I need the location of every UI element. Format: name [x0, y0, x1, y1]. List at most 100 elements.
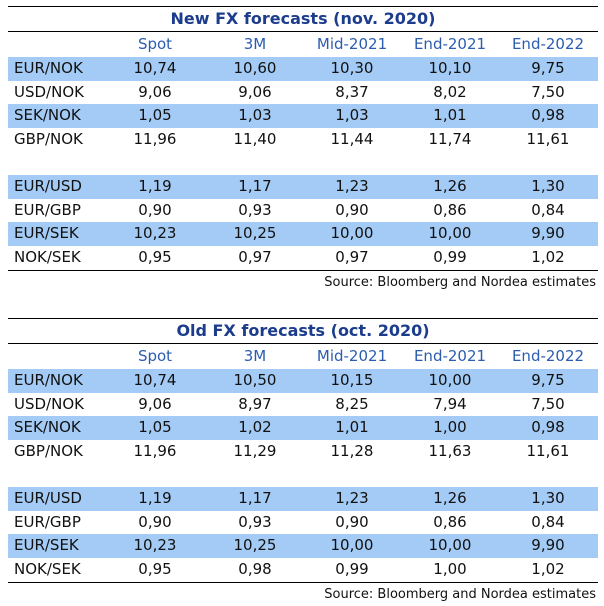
- row-shade: [8, 416, 598, 440]
- value-cell: 7,50: [531, 82, 565, 101]
- value-cell: 1,30: [531, 489, 565, 507]
- value-cell: 11,29: [233, 441, 277, 460]
- column-header: End-2021: [413, 347, 487, 365]
- row-shade: [8, 487, 598, 511]
- value-cell: 9,06: [238, 82, 272, 101]
- rule: [8, 318, 598, 319]
- column-header: Spot: [137, 35, 173, 53]
- row-label: SEK/NOK: [14, 418, 81, 437]
- value-cell: 0,99: [433, 247, 467, 266]
- column-header: End-2021: [413, 35, 487, 53]
- value-cell: 10,74: [133, 371, 177, 389]
- row-label: EUR/USD: [14, 177, 82, 195]
- value-cell: 0,84: [531, 512, 565, 531]
- value-cell: 1,05: [138, 106, 172, 125]
- row-label: EUR/NOK: [14, 59, 83, 77]
- value-cell: 1,19: [138, 177, 172, 195]
- value-cell: 0,98: [238, 559, 272, 578]
- value-cell: 10,00: [428, 536, 472, 555]
- table-title: New FX forecasts (nov. 2020): [170, 9, 436, 28]
- value-cell: 10,23: [133, 536, 177, 555]
- value-cell: 10,50: [233, 371, 277, 389]
- value-cell: 11,96: [133, 441, 177, 460]
- value-cell: 0,98: [531, 418, 565, 437]
- value-cell: 1,26: [433, 177, 467, 195]
- value-cell: 1,17: [238, 489, 272, 507]
- rule: [8, 31, 598, 32]
- value-cell: 1,30: [531, 177, 565, 195]
- value-cell: 10,00: [428, 371, 472, 389]
- value-cell: 8,25: [335, 394, 369, 413]
- value-cell: 1,02: [238, 418, 272, 437]
- row-label: EUR/SEK: [14, 536, 79, 555]
- value-cell: 0,93: [238, 200, 272, 219]
- value-cell: 10,74: [133, 59, 177, 77]
- value-cell: 1,02: [531, 559, 565, 578]
- value-cell: 9,06: [138, 394, 172, 413]
- row-shade: [8, 104, 598, 128]
- value-cell: 1,26: [433, 489, 467, 507]
- value-cell: 11,40: [233, 129, 277, 148]
- value-cell: 8,37: [335, 82, 369, 101]
- row-label: USD/NOK: [14, 82, 84, 101]
- value-cell: 11,61: [526, 129, 570, 148]
- column-header: 3M: [243, 347, 267, 365]
- value-cell: 11,96: [133, 129, 177, 148]
- value-cell: 0,90: [335, 512, 369, 531]
- value-cell: 0,90: [138, 512, 172, 531]
- value-cell: 9,75: [531, 59, 565, 77]
- value-cell: 1,17: [238, 177, 272, 195]
- value-cell: 1,19: [138, 489, 172, 507]
- value-cell: 11,61: [526, 441, 570, 460]
- row-label: GBP/NOK: [14, 441, 83, 460]
- value-cell: 7,94: [433, 394, 467, 413]
- value-cell: 10,00: [330, 224, 374, 243]
- value-cell: 0,95: [138, 559, 172, 578]
- value-cell: 0,93: [238, 512, 272, 531]
- row-shade: [8, 175, 598, 199]
- source-note: Source: Bloomberg and Nordea estimates: [324, 275, 596, 291]
- value-cell: 9,90: [531, 224, 565, 243]
- value-cell: 10,30: [330, 59, 374, 77]
- table-title: Old FX forecasts (oct. 2020): [176, 321, 430, 340]
- value-cell: 0,99: [335, 559, 369, 578]
- value-cell: 0,84: [531, 200, 565, 219]
- value-cell: 11,74: [428, 129, 472, 148]
- value-cell: 10,15: [330, 371, 374, 389]
- rule: [8, 582, 598, 584]
- rule: [8, 343, 598, 344]
- value-cell: 10,23: [133, 224, 177, 243]
- rule: [8, 270, 598, 272]
- column-header: Spot: [137, 347, 173, 365]
- value-cell: 10,60: [233, 59, 277, 77]
- row-label: EUR/GBP: [14, 512, 81, 531]
- value-cell: 8,97: [238, 394, 272, 413]
- row-label: SEK/NOK: [14, 106, 81, 125]
- row-label: NOK/SEK: [14, 559, 81, 578]
- value-cell: 1,03: [238, 106, 272, 125]
- column-header: 3M: [243, 35, 267, 53]
- value-cell: 0,95: [138, 247, 172, 266]
- row-shade: [8, 369, 598, 393]
- row-label: EUR/GBP: [14, 200, 81, 219]
- column-header: Mid-2021: [316, 347, 388, 365]
- value-cell: 8,02: [433, 82, 467, 101]
- column-header: Mid-2021: [316, 35, 388, 53]
- value-cell: 0,97: [335, 247, 369, 266]
- value-cell: 11,63: [428, 441, 472, 460]
- value-cell: 1,03: [335, 106, 369, 125]
- row-label: EUR/SEK: [14, 224, 79, 243]
- row-shade: [8, 534, 598, 558]
- value-cell: 10,25: [233, 536, 277, 555]
- row-label: NOK/SEK: [14, 247, 81, 266]
- value-cell: 0,98: [531, 106, 565, 125]
- value-cell: 10,00: [428, 224, 472, 243]
- value-cell: 1,23: [335, 489, 369, 507]
- value-cell: 10,00: [330, 536, 374, 555]
- value-cell: 1,01: [335, 418, 369, 437]
- column-header: End-2022: [511, 35, 585, 53]
- row-label: EUR/NOK: [14, 371, 83, 389]
- value-cell: 1,01: [433, 106, 467, 125]
- value-cell: 9,90: [531, 536, 565, 555]
